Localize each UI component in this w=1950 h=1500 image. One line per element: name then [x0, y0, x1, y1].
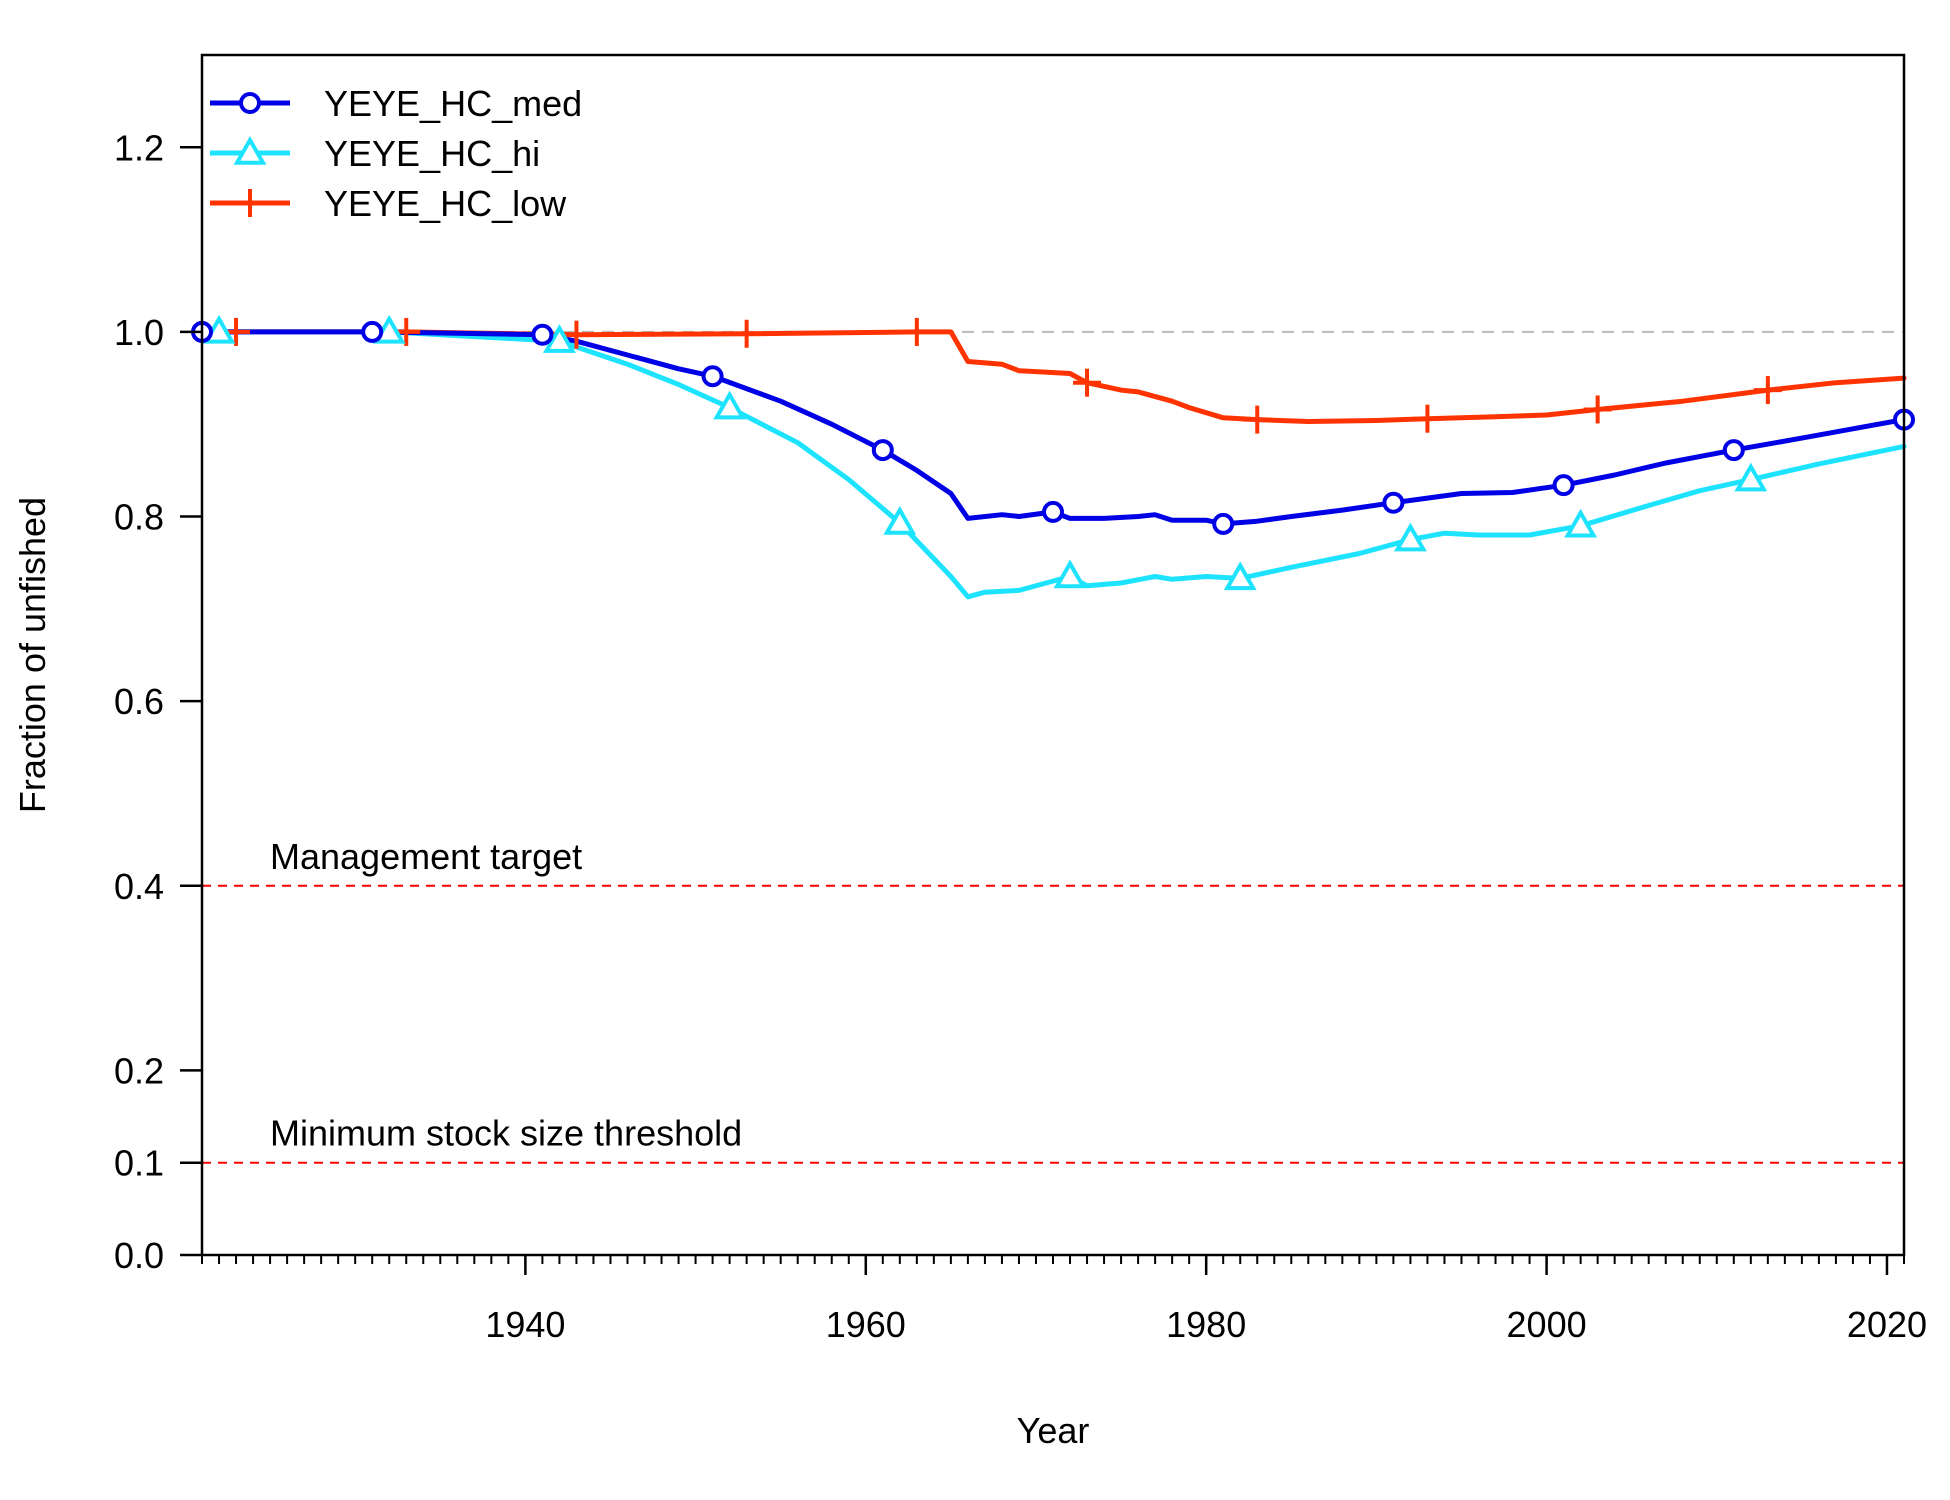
marker-YEYE_HC_hi [1223, 561, 1257, 591]
marker-YEYE_HC_med [1042, 500, 1064, 523]
series-line-YEYE_HC_med [199, 329, 1907, 527]
y-tick-label: 0.4 [114, 866, 164, 907]
marker-YEYE_HC_med [1382, 491, 1405, 514]
marker-YEYE_HC_low [1583, 395, 1612, 424]
x-tick-label: 1940 [485, 1304, 565, 1345]
marker-YEYE_HC_low [1073, 368, 1102, 397]
series-lines [199, 329, 1907, 600]
marker-YEYE_HC_med [1212, 512, 1235, 535]
y-tick-label: 1.2 [114, 127, 164, 168]
reference-line-label: Minimum stock size threshold [270, 1113, 742, 1154]
marker-YEYE_HC_hi [1734, 462, 1768, 492]
y-tick-label: 0.2 [114, 1050, 164, 1091]
marker-YEYE_HC_med [871, 439, 894, 462]
marker-YEYE_HC_low [902, 317, 931, 346]
reference-line-label: Management target [270, 836, 582, 877]
marker-YEYE_HC_low [562, 320, 591, 349]
series-line-YEYE_HC_hi [199, 329, 1907, 600]
y-tick-label: 0.0 [114, 1235, 164, 1276]
marker-YEYE_HC_hi [1564, 508, 1598, 538]
y-tick-label: 0.1 [114, 1143, 164, 1184]
marker-YEYE_HC_med [361, 320, 384, 343]
marker-YEYE_HC_med [531, 323, 554, 346]
legend-marker [239, 92, 261, 114]
series-markers [191, 314, 1915, 591]
series-line-YEYE_HC_low [199, 329, 1907, 424]
y-tick-label: 0.6 [114, 681, 164, 722]
plot-frame [200, 53, 1906, 1257]
marker-YEYE_HC_med [701, 365, 724, 388]
legend: YEYE_HC_med YEYE_HC_hi YEYE_HC_low [210, 83, 582, 224]
marker-YEYE_HC_hi [1393, 522, 1427, 552]
reference-lines [202, 330, 1904, 1164]
y-axis-label: Fraction of unfished [12, 497, 53, 813]
y-tick-label: 0.8 [114, 497, 164, 538]
x-axis: 1940 1960 1980 2000 2020 [201, 1255, 1927, 1345]
marker-YEYE_HC_low [1753, 376, 1782, 405]
y-axis: 0.0 0.1 0.2 0.4 0.6 0.8 1.0 1.2 [114, 127, 202, 1276]
legend-marker [233, 135, 267, 165]
marker-YEYE_HC_hi [1053, 559, 1087, 589]
x-tick-label: 2020 [1847, 1304, 1927, 1345]
marker-YEYE_HC_low [1413, 404, 1442, 433]
x-tick-label: 1960 [826, 1304, 906, 1345]
x-axis-label: Year [1017, 1410, 1090, 1451]
marker-YEYE_HC_med [1552, 474, 1575, 497]
marker-YEYE_HC_hi [542, 324, 576, 353]
y-tick-label: 1.0 [114, 312, 164, 353]
marker-YEYE_HC_hi [883, 505, 917, 535]
marker-YEYE_HC_med [1722, 439, 1745, 462]
x-tick-label: 2000 [1507, 1304, 1587, 1345]
marker-YEYE_HC_hi [713, 390, 747, 420]
marker-YEYE_HC_low [732, 319, 761, 348]
reference-line-labels: Management target Minimum stock size thre… [270, 836, 742, 1154]
marker-YEYE_HC_low [1243, 405, 1272, 434]
legend-label: YEYE_HC_hi [324, 133, 540, 174]
x-tick-label: 1980 [1166, 1304, 1246, 1345]
legend-label: YEYE_HC_low [324, 183, 567, 224]
legend-marker [236, 189, 264, 217]
legend-label: YEYE_HC_med [324, 83, 582, 124]
